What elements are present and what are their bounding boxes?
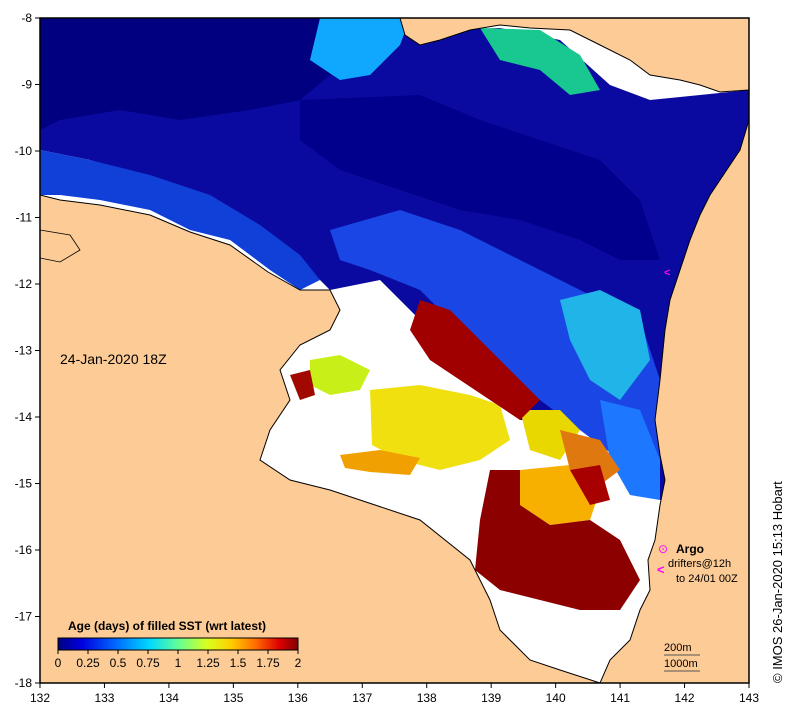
map-timestamp: 24-Jan-2020 18Z: [60, 351, 167, 367]
sst-field-red-south: [475, 470, 640, 610]
land-cape-york: [599, 119, 749, 683]
sst-field-red-north: [410, 300, 540, 420]
y-tick-label: -17: [15, 610, 33, 624]
x-tick-label: 136: [288, 691, 308, 705]
y-tick-label: -14: [15, 410, 33, 424]
x-axis: 132 133 134 135 136 137 138 139 140 141 142 143: [30, 683, 759, 705]
sst-field-light-blue-coast: [600, 400, 660, 500]
y-tick-label: -11: [16, 211, 33, 225]
x-tick-label: 133: [94, 691, 114, 705]
depth-contour-1000m: 1000m: [664, 658, 698, 670]
x-tick-label: 135: [223, 691, 243, 705]
drifters-label-2: to 24/01 00Z: [676, 573, 738, 585]
sst-field-mid-blue: [330, 210, 660, 470]
drifters-icon: <: [657, 562, 665, 577]
y-tick-label: -12: [15, 277, 33, 291]
colorbar-ticks: 0 0.25 0.5 0.75 1 1.25 1.5 1.75 2: [55, 650, 302, 670]
sst-field-red-east: [570, 465, 610, 505]
colorbar-tick-label: 0.25: [76, 656, 100, 670]
sst-field-light-blue-north: [310, 18, 410, 80]
colorbar-tick-label: 2: [295, 656, 302, 670]
depth-contour-200m: 200m: [664, 642, 692, 654]
colorbar-tick-label: 1: [175, 656, 182, 670]
x-tick-label: 141: [610, 691, 630, 705]
sst-field-yellow-green: [310, 355, 370, 395]
y-tick-label: -18: [15, 676, 33, 690]
depth-legend: 200m 1000m: [664, 642, 700, 672]
x-tick-label: 137: [352, 691, 372, 705]
imos-credit: © IMOS 26-Jan-2020 15:13 Hobart: [770, 481, 785, 683]
colorbar-tick-label: 1.5: [230, 656, 247, 670]
sst-field-cyan-south: [560, 290, 650, 400]
x-tick-label: 140: [546, 691, 566, 705]
x-tick-label: 138: [417, 691, 437, 705]
sst-field-yellow: [370, 385, 510, 470]
x-tick-label: 143: [739, 691, 759, 705]
colorbar-tick-label: 1.25: [196, 656, 220, 670]
sst-field-red-west: [290, 370, 315, 400]
y-axis: -8 -9 -10 -11 -12 -13 -14 -15 -16 -17 -18: [15, 11, 40, 690]
y-tick-label: -9: [21, 78, 32, 92]
y-tick-label: -13: [15, 344, 33, 358]
x-tick-label: 132: [30, 691, 50, 705]
sst-field-orange-2: [340, 450, 420, 475]
drifter-track-marker: <: [664, 267, 670, 279]
colorbar-tick-label: 0: [55, 656, 62, 670]
colorbar-tick-label: 1.75: [256, 656, 280, 670]
colorbar-tick-label: 0.75: [136, 656, 160, 670]
drifters-label-1: drifters@12h: [668, 558, 731, 570]
sst-field-navy: [40, 18, 400, 130]
y-tick-label: -8: [21, 11, 32, 25]
colorbar-title: Age (days) of filled SST (wrt latest): [68, 619, 266, 633]
y-tick-label: -10: [15, 144, 33, 158]
sst-field-blue-west: [40, 150, 320, 290]
sst-field-cyan-green: [480, 28, 600, 95]
x-tick-label: 142: [675, 691, 695, 705]
sst-field-navy-2: [300, 95, 660, 260]
x-tick-label: 139: [481, 691, 501, 705]
y-tick-label: -16: [15, 543, 33, 557]
land-gulf-islands: [40, 229, 81, 263]
argo-icon: ⊙: [658, 542, 668, 556]
y-tick-label: -15: [15, 477, 33, 491]
land-arnhem-land: [40, 194, 601, 683]
land-north-new-guinea: [399, 18, 749, 93]
colorbar-gradient: [57, 637, 299, 651]
colorbar-tick-label: 0.5: [110, 656, 127, 670]
x-tick-label: 134: [159, 691, 179, 705]
marker-legend: ⊙ Argo < drifters@12h to 24/01 00Z: [657, 542, 738, 585]
argo-label: Argo: [676, 542, 704, 556]
